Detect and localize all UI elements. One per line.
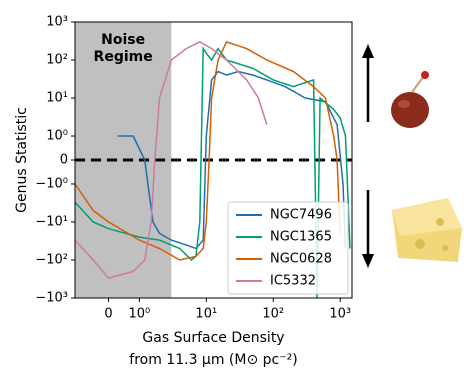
y-tick-label: 10¹	[46, 91, 68, 106]
y-tick-label: 10⁰	[46, 129, 68, 144]
x-axis-label: from 11.3 μm (M⊙ pc⁻²)	[129, 352, 297, 368]
legend-label: IC5332	[270, 274, 316, 289]
series-line	[74, 41, 268, 279]
up-arrowhead	[362, 44, 374, 58]
y-tick-label: 10²	[46, 53, 68, 68]
region-label: Regime	[94, 49, 153, 65]
x-tick-label: 10¹	[195, 307, 217, 322]
y-tick-label: −10⁰	[35, 176, 68, 191]
cheese-icon	[392, 198, 462, 262]
meatball-icon	[391, 71, 429, 128]
legend-box	[227, 201, 349, 295]
series-line	[74, 46, 351, 299]
region-label: Noise	[101, 32, 145, 48]
series-line	[74, 40, 341, 261]
y-tick-label: −10³	[35, 291, 68, 306]
y-tick-label: −10¹	[35, 214, 68, 229]
x-axis-label: Gas Surface Density	[142, 330, 284, 346]
legend-label: NGC0628	[270, 252, 332, 267]
down-arrowhead	[362, 254, 374, 268]
y-tick-label: −10²	[35, 252, 68, 267]
x-tick-label: 10⁰	[128, 307, 150, 322]
x-tick-label: 0	[104, 307, 112, 322]
legend-label: NGC7496	[270, 208, 332, 223]
y-axis-label: Genus Statistic	[14, 107, 30, 213]
x-tick-label: 10²	[262, 307, 284, 322]
x-tick-label: 10³	[329, 307, 351, 322]
y-tick-label: 10³	[46, 15, 68, 30]
legend-label: NGC1365	[270, 230, 332, 245]
y-tick-label: 0	[60, 153, 68, 168]
